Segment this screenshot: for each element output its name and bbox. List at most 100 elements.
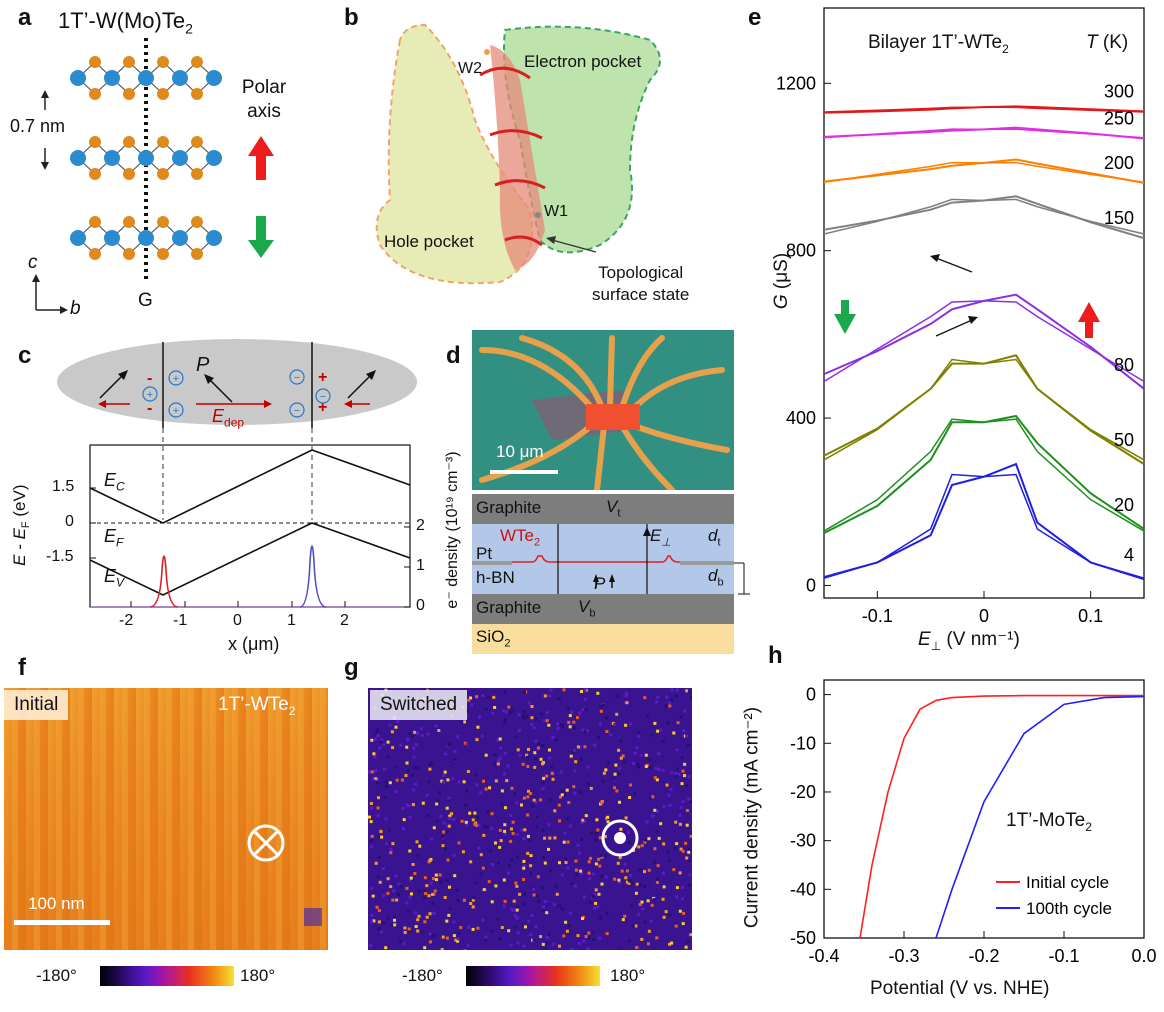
- speckle: [375, 728, 379, 732]
- speckle: [456, 939, 460, 943]
- speckle: [561, 725, 564, 729]
- speckle: [651, 795, 655, 799]
- speckle: [388, 828, 392, 832]
- speckle: [567, 924, 571, 928]
- speckle: [450, 812, 454, 816]
- speckle: [593, 906, 597, 910]
- speckle: [402, 818, 406, 822]
- speckle: [591, 872, 595, 876]
- pfm-image-switched: [368, 688, 692, 950]
- speckle: [428, 859, 432, 863]
- te-atom: [89, 168, 101, 180]
- te-atom: [157, 136, 169, 148]
- speckle: [431, 902, 435, 905]
- speckle: [578, 746, 582, 750]
- series-line-20K-reverse: [823, 418, 1145, 532]
- charge-circle-1: [168, 370, 184, 386]
- speckle: [543, 836, 547, 840]
- y-tick-label: 0: [806, 685, 816, 705]
- electrode-7: [594, 423, 607, 490]
- speckle: [689, 799, 692, 803]
- speckle: [512, 899, 516, 903]
- speckle: [397, 892, 401, 896]
- charge-circle-6: [289, 402, 305, 418]
- speckle: [675, 895, 679, 899]
- series-line-150K: [823, 195, 1145, 240]
- speckle: [370, 738, 374, 742]
- speckle: [536, 875, 540, 879]
- density-y-axis-label: e⁻ density (10¹⁹ cm⁻³): [444, 451, 461, 609]
- speckle: [625, 701, 629, 705]
- speckle: [654, 767, 658, 770]
- speckle: [604, 716, 608, 720]
- speckle: [515, 908, 519, 912]
- speckle: [471, 818, 475, 822]
- speckle: [646, 899, 650, 903]
- speckle: [589, 786, 593, 790]
- speckle: [438, 873, 442, 877]
- speckle: [675, 688, 679, 692]
- speckle: [447, 816, 451, 820]
- pt-electrode-right: [680, 561, 734, 565]
- speckle: [578, 711, 582, 715]
- speckle: [518, 753, 522, 757]
- speckle: [510, 907, 514, 911]
- speckle: [678, 909, 682, 913]
- speckle: [475, 695, 479, 699]
- speckle: [560, 789, 564, 793]
- charge-sign-1: +: [173, 373, 179, 385]
- speckle: [655, 830, 659, 834]
- speckle: [524, 925, 527, 929]
- pfm-switched-fill: [368, 688, 692, 950]
- speckle: [639, 753, 643, 757]
- speckle: [675, 842, 679, 846]
- right-tick-label-3: 0: [416, 597, 425, 614]
- speckle: [581, 708, 584, 712]
- right-tick-label-1: 2: [416, 517, 425, 534]
- speckle: [483, 824, 487, 828]
- speckle: [395, 778, 399, 782]
- w-atom: [172, 150, 188, 166]
- speckle: [399, 743, 403, 747]
- speckle: [426, 732, 430, 736]
- chart-e-title: Bilayer 1T’-WTe2: [868, 32, 1009, 56]
- speckle: [637, 734, 640, 738]
- speckle: [685, 823, 689, 827]
- surface-state-ribbon: [490, 45, 545, 270]
- speckle: [370, 913, 374, 917]
- speckle: [405, 745, 409, 749]
- speckle: [574, 760, 578, 764]
- speckle: [637, 731, 641, 735]
- speckle: [391, 898, 395, 902]
- speckle: [536, 742, 540, 745]
- w-atom: [104, 230, 120, 246]
- speckle: [474, 773, 478, 777]
- speckle: [541, 762, 544, 766]
- sio2-label: SiO2: [476, 627, 511, 650]
- w-atom: [172, 230, 188, 246]
- speckle: [678, 813, 682, 817]
- speckle: [511, 832, 515, 835]
- speckle: [657, 752, 661, 756]
- speckle: [374, 769, 378, 773]
- speckle: [484, 753, 488, 757]
- density-peak-right: [299, 545, 327, 608]
- speckle: [619, 756, 623, 760]
- speckle: [412, 755, 416, 759]
- speckle: [491, 863, 494, 866]
- out-of-page-icon-dot: [614, 832, 626, 844]
- speckle: [580, 821, 584, 824]
- x-tick-label-5: 2: [340, 612, 349, 629]
- speckle: [560, 873, 564, 877]
- speckle: [668, 704, 672, 708]
- speckle: [625, 692, 628, 696]
- speckle: [662, 885, 666, 889]
- speckle: [652, 860, 656, 864]
- speckle: [582, 895, 586, 899]
- pfm-scale-label: 100 nm: [28, 894, 85, 913]
- panel-g: g Switched -180° 180°: [340, 654, 710, 1012]
- speckle: [540, 886, 544, 890]
- speckle: [490, 812, 494, 816]
- y-tick-label: -20: [790, 782, 816, 802]
- speckle: [557, 697, 561, 701]
